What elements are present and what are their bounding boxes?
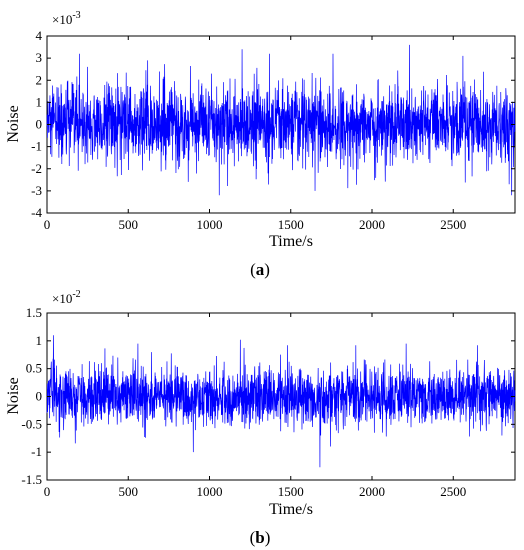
panel-b-x-tick-labels: 0 500 1000 1500 2000 2500 xyxy=(44,484,467,499)
panel-b-x-tick-label-3: 1500 xyxy=(278,484,304,499)
panel-a: 4 3 2 1 0 -1 -2 -3 -4 0 500 1000 1500 2000 2500 ×10-3… xyxy=(5,10,516,279)
panel-b-x-axis-label: Time/s xyxy=(269,501,313,518)
panel-b-caption-letter: b xyxy=(255,528,264,547)
panel-b-x-tick-label-0: 0 xyxy=(44,484,51,499)
panel-a-y-tick-label-2: 2 xyxy=(36,72,43,87)
panel-b-x-tick-label-2: 1000 xyxy=(197,484,223,499)
panel-a-x-axis-label: Time/s xyxy=(269,233,313,250)
panel-a-x-tick-labels: 0 500 1000 1500 2000 2500 xyxy=(44,217,467,232)
panel-a-x-tick-label-4: 2000 xyxy=(359,217,385,232)
panel-b-y-tick-label-3: 0 xyxy=(36,389,43,404)
panel-a-ticks xyxy=(46,35,515,214)
panel-a-x-tick-label-3: 1500 xyxy=(278,217,304,232)
panel-a-y-tick-label-3: 1 xyxy=(36,94,43,109)
panel-a-x-tick-label-5: 2500 xyxy=(440,217,466,232)
panel-b-multiplier-exponent: -2 xyxy=(72,289,80,300)
panel-a-y-tick-label-6: -2 xyxy=(31,161,42,176)
panel-b-noise-series xyxy=(46,335,516,468)
panel-b-x-tick-label-5: 2500 xyxy=(440,484,466,499)
panel-b-y-tick-label-1: 1 xyxy=(36,333,43,348)
panel-a-caption-letter: a xyxy=(256,260,265,279)
panel-a-y-tick-label-4: 0 xyxy=(36,117,43,132)
panel-a-y-tick-label-1: 3 xyxy=(36,50,43,65)
panel-a-x-tick-label-2: 1000 xyxy=(197,217,223,232)
panel-b-multiplier: ×10-2 xyxy=(52,289,81,306)
panel-a-y-tick-label-7: -3 xyxy=(31,183,42,198)
panel-b: 1.510.50-0.5-1-1.5 0 500 1000 1500 2000 2500 … xyxy=(5,289,516,547)
panel-a-x-tick-label-0: 0 xyxy=(44,217,51,232)
panel-b-y-tick-labels: 1.5 1 0.5 0 -0.5 -1 -1.5 xyxy=(21,305,42,487)
panel-b-y-tick-label-6: -1.5 xyxy=(21,472,42,487)
panel-b-ticks xyxy=(46,312,515,481)
panel-b-x-tick-label-4: 2000 xyxy=(359,484,385,499)
panel-a-y-tick-label-0: 4 xyxy=(36,28,43,43)
panel-b-y-axis-label: Noise xyxy=(5,377,22,414)
panel-a-x-tick-label-1: 500 xyxy=(119,217,139,232)
panel-b-y-tick-label-0: 1.5 xyxy=(26,305,42,320)
panel-a-noise-series xyxy=(46,44,516,196)
panel-a-y-axis-label: Noise xyxy=(5,105,22,142)
panel-b-caption: (b) xyxy=(250,528,271,547)
panel-a-y-tick-labels: 4 3 2 1 0 -1 -2 -3 -4 xyxy=(31,28,42,220)
panel-a-y-tick-label-8: -4 xyxy=(31,205,42,220)
panel-a-multiplier-exponent: -3 xyxy=(72,10,80,21)
panel-a-y-tick-label-5: -1 xyxy=(31,139,42,154)
panel-a-caption: (a) xyxy=(250,260,270,279)
panel-a-multiplier: ×10-3 xyxy=(52,10,81,27)
panel-b-x-tick-label-1: 500 xyxy=(119,484,139,499)
panel-b-y-tick-label-2: 0.5 xyxy=(26,361,42,376)
panel-b-y-tick-label-5: -1 xyxy=(31,444,42,459)
panel-b-y-tick-label-4: -0.5 xyxy=(21,416,42,431)
